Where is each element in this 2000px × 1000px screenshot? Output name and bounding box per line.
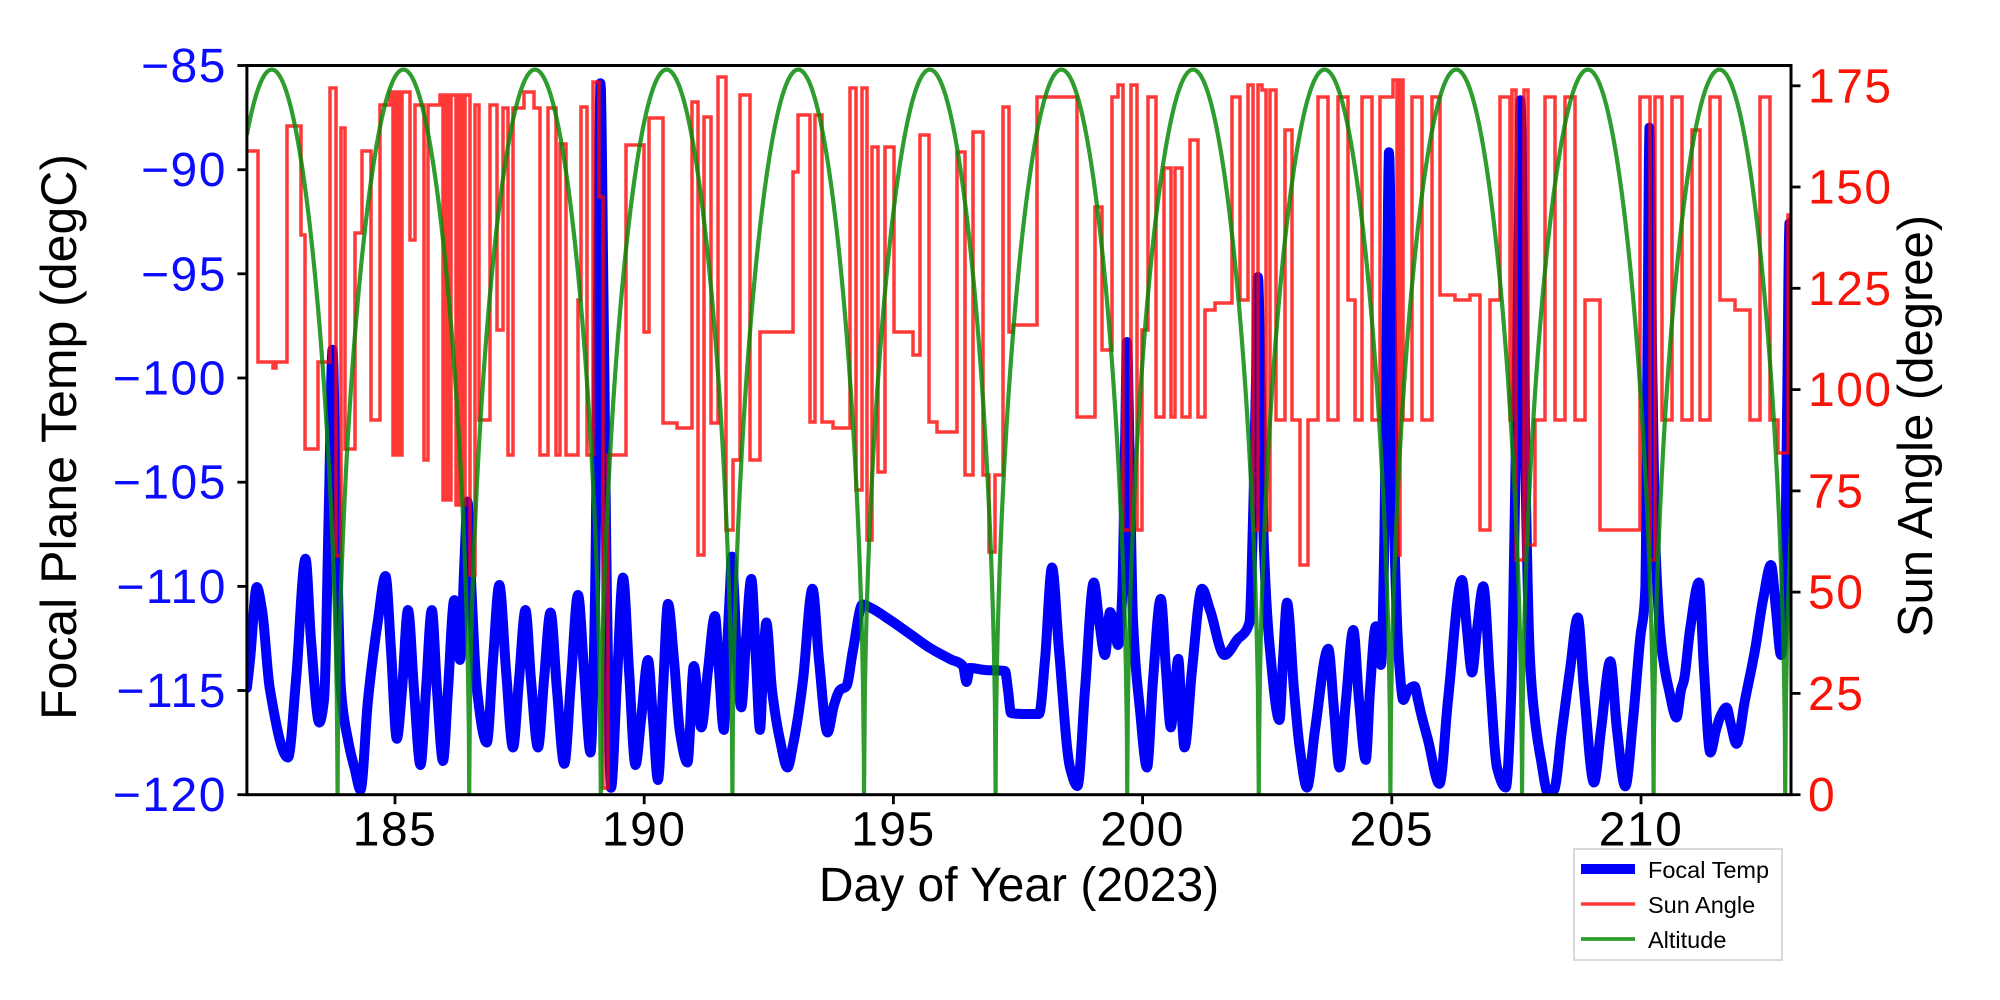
svg-text:25: 25 <box>1808 668 1864 721</box>
svg-text:Day of Year (2023): Day of Year (2023) <box>819 859 1219 912</box>
svg-text:205: 205 <box>1350 804 1435 857</box>
svg-text:Sun Angle: Sun Angle <box>1648 892 1755 918</box>
svg-text:195: 195 <box>851 804 936 857</box>
svg-text:125: 125 <box>1808 263 1893 316</box>
svg-text:Sun Angle (degree): Sun Angle (degree) <box>1889 215 1943 637</box>
svg-text:Focal Temp: Focal Temp <box>1648 857 1769 883</box>
svg-text:200: 200 <box>1100 804 1185 857</box>
svg-text:Focal Plane Temp (degC): Focal Plane Temp (degC) <box>31 154 87 720</box>
svg-text:175: 175 <box>1808 60 1893 113</box>
svg-text:−100: −100 <box>113 353 227 406</box>
svg-text:Altitude: Altitude <box>1648 927 1726 953</box>
svg-text:185: 185 <box>353 804 438 857</box>
svg-text:75: 75 <box>1808 465 1864 518</box>
svg-text:−90: −90 <box>141 144 227 197</box>
svg-text:210: 210 <box>1599 804 1684 857</box>
svg-text:−120: −120 <box>113 769 227 822</box>
svg-text:190: 190 <box>602 804 687 857</box>
svg-text:−95: −95 <box>141 248 227 301</box>
svg-text:50: 50 <box>1808 567 1864 620</box>
svg-text:−115: −115 <box>116 665 227 718</box>
svg-text:−110: −110 <box>116 561 227 614</box>
svg-text:150: 150 <box>1808 162 1893 215</box>
svg-text:−85: −85 <box>141 40 227 93</box>
svg-text:100: 100 <box>1808 364 1893 417</box>
svg-text:−105: −105 <box>113 457 227 510</box>
svg-text:0: 0 <box>1808 769 1836 822</box>
